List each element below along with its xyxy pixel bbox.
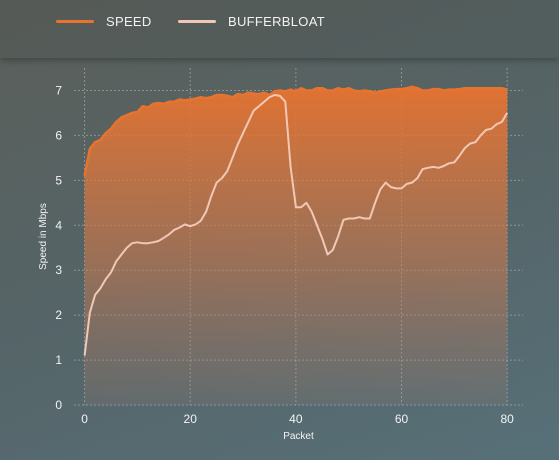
y-tick-label: 3 <box>55 263 62 277</box>
legend-item-bufferbloat[interactable]: BUFFERBLOAT <box>178 12 325 30</box>
y-tick-label: 5 <box>55 173 62 187</box>
x-axis: 0 20 40 60 80 <box>81 412 514 426</box>
legend-swatch-bufferbloat <box>178 19 216 23</box>
x-tick-label: 40 <box>289 412 303 426</box>
speed-line <box>83 85 508 177</box>
x-tick-label: 80 <box>500 412 514 426</box>
legend: SPEED BUFFERBLOAT <box>0 0 559 58</box>
speed-area-fill <box>84 86 508 406</box>
legend-item-speed[interactable]: SPEED <box>56 12 152 30</box>
legend-label-speed: SPEED <box>106 13 152 29</box>
bufferbloat-line <box>83 94 509 356</box>
y-tick-label: 6 <box>55 128 62 142</box>
x-axis-title: Packet <box>283 431 314 442</box>
y-tick-label: 7 <box>55 83 62 97</box>
legend-swatch-speed <box>56 19 94 23</box>
x-tick-label: 20 <box>184 412 198 426</box>
speed-area <box>84 86 508 406</box>
y-tick-label: 4 <box>55 218 62 232</box>
y-axis-title: Speed in Mbps <box>38 203 49 270</box>
legend-label-bufferbloat: BUFFERBLOAT <box>228 13 325 29</box>
y-tick-label: 0 <box>55 398 62 412</box>
y-axis: 0 1 2 3 4 5 6 7 <box>55 83 62 412</box>
y-tick-label: 1 <box>55 353 62 367</box>
x-tick-label: 60 <box>395 412 409 426</box>
x-tick-label: 0 <box>81 412 88 426</box>
bufferbloat-line-group <box>83 94 509 356</box>
y-tick-label: 2 <box>55 308 62 322</box>
speed-line-group <box>83 85 508 177</box>
